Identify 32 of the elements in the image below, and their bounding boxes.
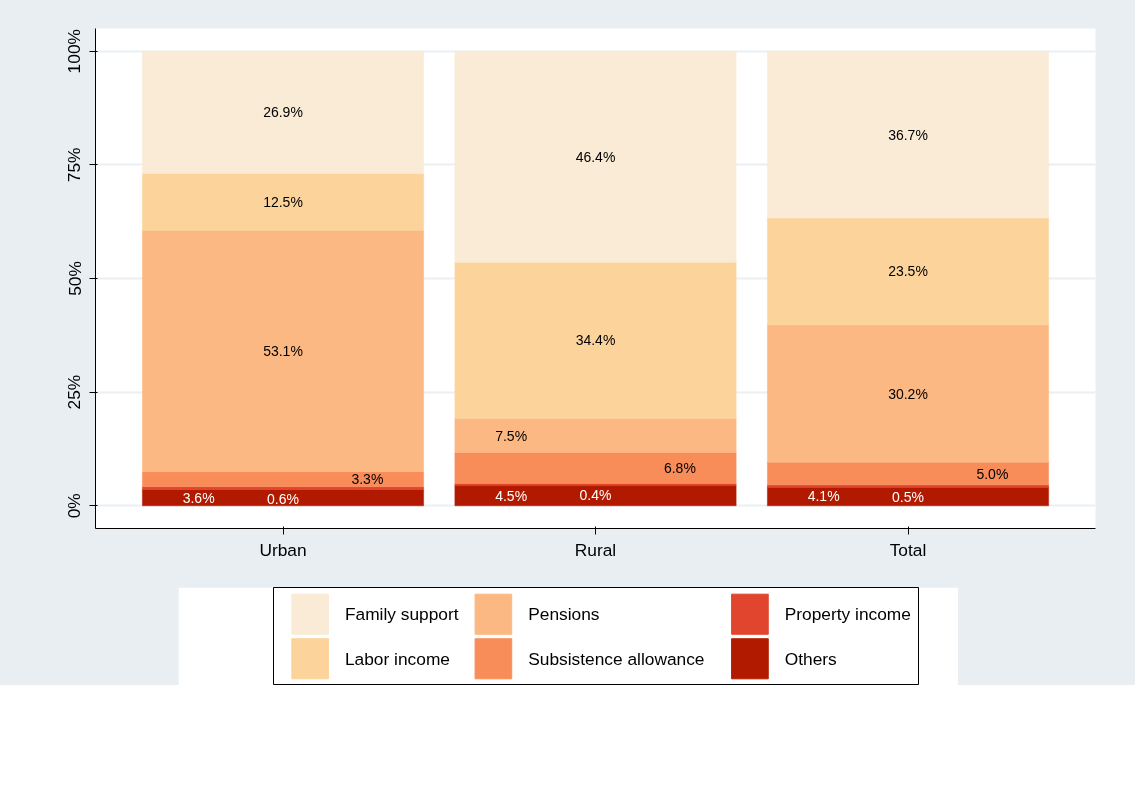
data-label: 3.3% — [351, 471, 384, 488]
x-tick-label: Urban — [259, 539, 307, 560]
legend-label: Property income — [784, 604, 911, 625]
y-tick-label: 50% — [64, 261, 85, 296]
data-label: 6.8% — [663, 460, 696, 477]
legend-label: Labor income — [344, 648, 450, 669]
data-label: 53.1% — [263, 343, 303, 359]
x-tick-label: Total — [889, 539, 927, 560]
data-label: 12.5% — [263, 193, 303, 210]
data-label: 0.4% — [579, 486, 612, 503]
y-tick-label: 25% — [64, 374, 85, 410]
data-label: 30.2% — [888, 385, 928, 402]
data-label: 26.9% — [263, 104, 303, 121]
data-label: 23.5% — [888, 263, 928, 280]
legend-label: Family support — [344, 604, 459, 625]
data-label: 46.4% — [575, 148, 616, 165]
data-label: 7.5% — [495, 427, 528, 444]
data-label: 5.0% — [976, 465, 1009, 482]
y-tick-label: 75% — [64, 147, 85, 183]
data-label: 0.6% — [267, 490, 299, 507]
data-label: 3.6% — [182, 489, 215, 506]
y-tick-label: 100% — [64, 29, 85, 74]
data-label: 0.5% — [892, 488, 924, 505]
data-label: 34.4% — [575, 332, 616, 349]
y-tick-label: 0% — [64, 493, 85, 519]
data-label: 4.1% — [807, 488, 840, 505]
x-tick-label: Rural — [574, 539, 617, 560]
legend-label: Subsistence allowance — [527, 648, 704, 669]
legend-label: Pensions — [527, 604, 600, 625]
data-label: 4.5% — [495, 487, 528, 504]
data-label: 36.7% — [888, 126, 928, 143]
legend-label: Others — [784, 648, 837, 669]
